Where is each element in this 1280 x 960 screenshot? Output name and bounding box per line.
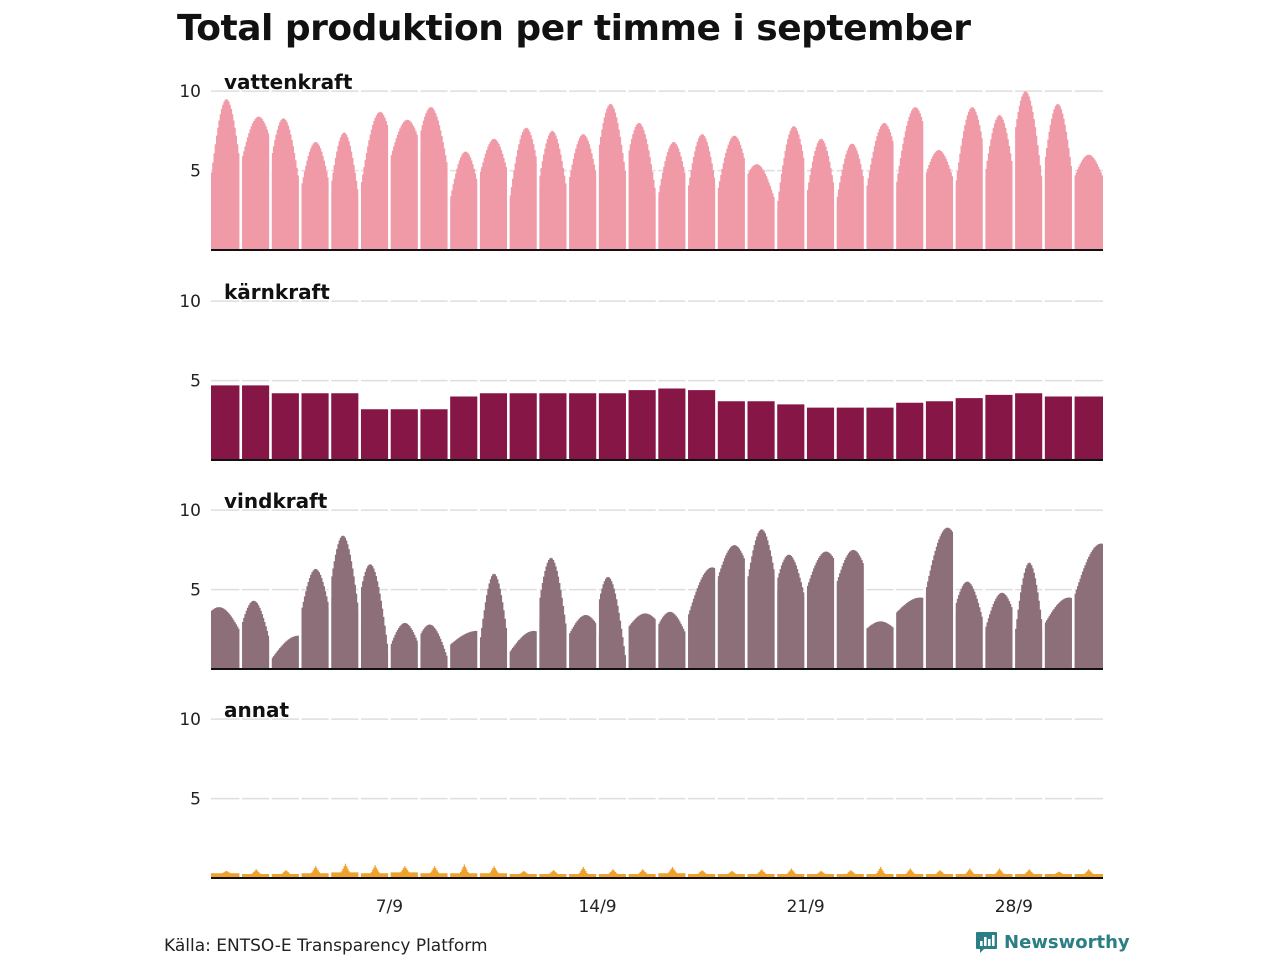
x-tick-label: 14/9	[578, 897, 616, 917]
chart-title: Total produktion per timme i september	[177, 8, 971, 49]
y-tick-label: 10	[179, 292, 201, 312]
bar-chart-logo-icon	[976, 932, 997, 953]
x-tick-label: 7/9	[376, 897, 403, 917]
y-tick-label: 10	[179, 82, 201, 102]
source-note: Källa: ENTSO-E Transparency Platform	[164, 936, 488, 956]
brand-name: Newsworthy	[1004, 932, 1130, 953]
series-label-kärnkraft: kärnkraft	[224, 280, 330, 304]
y-tick-label: 5	[190, 372, 201, 392]
y-tick-label: 10	[179, 710, 201, 730]
series-label-vindkraft: vindkraft	[224, 489, 328, 513]
x-tick-label: 21/9	[787, 897, 825, 917]
y-tick-label: 5	[190, 790, 201, 810]
series-label-vattenkraft: vattenkraft	[224, 70, 353, 94]
area-vindkraft	[211, 527, 1103, 669]
y-tick-label: 5	[190, 162, 201, 182]
y-tick-label: 10	[179, 501, 201, 521]
x-tick-label: 28/9	[995, 897, 1033, 917]
brand-logo[interactable]: Newsworthy	[975, 931, 1130, 954]
y-tick-label: 5	[190, 581, 201, 601]
area-vattenkraft	[211, 91, 1103, 250]
area-annat	[211, 863, 1103, 878]
series-label-annat: annat	[224, 698, 289, 722]
